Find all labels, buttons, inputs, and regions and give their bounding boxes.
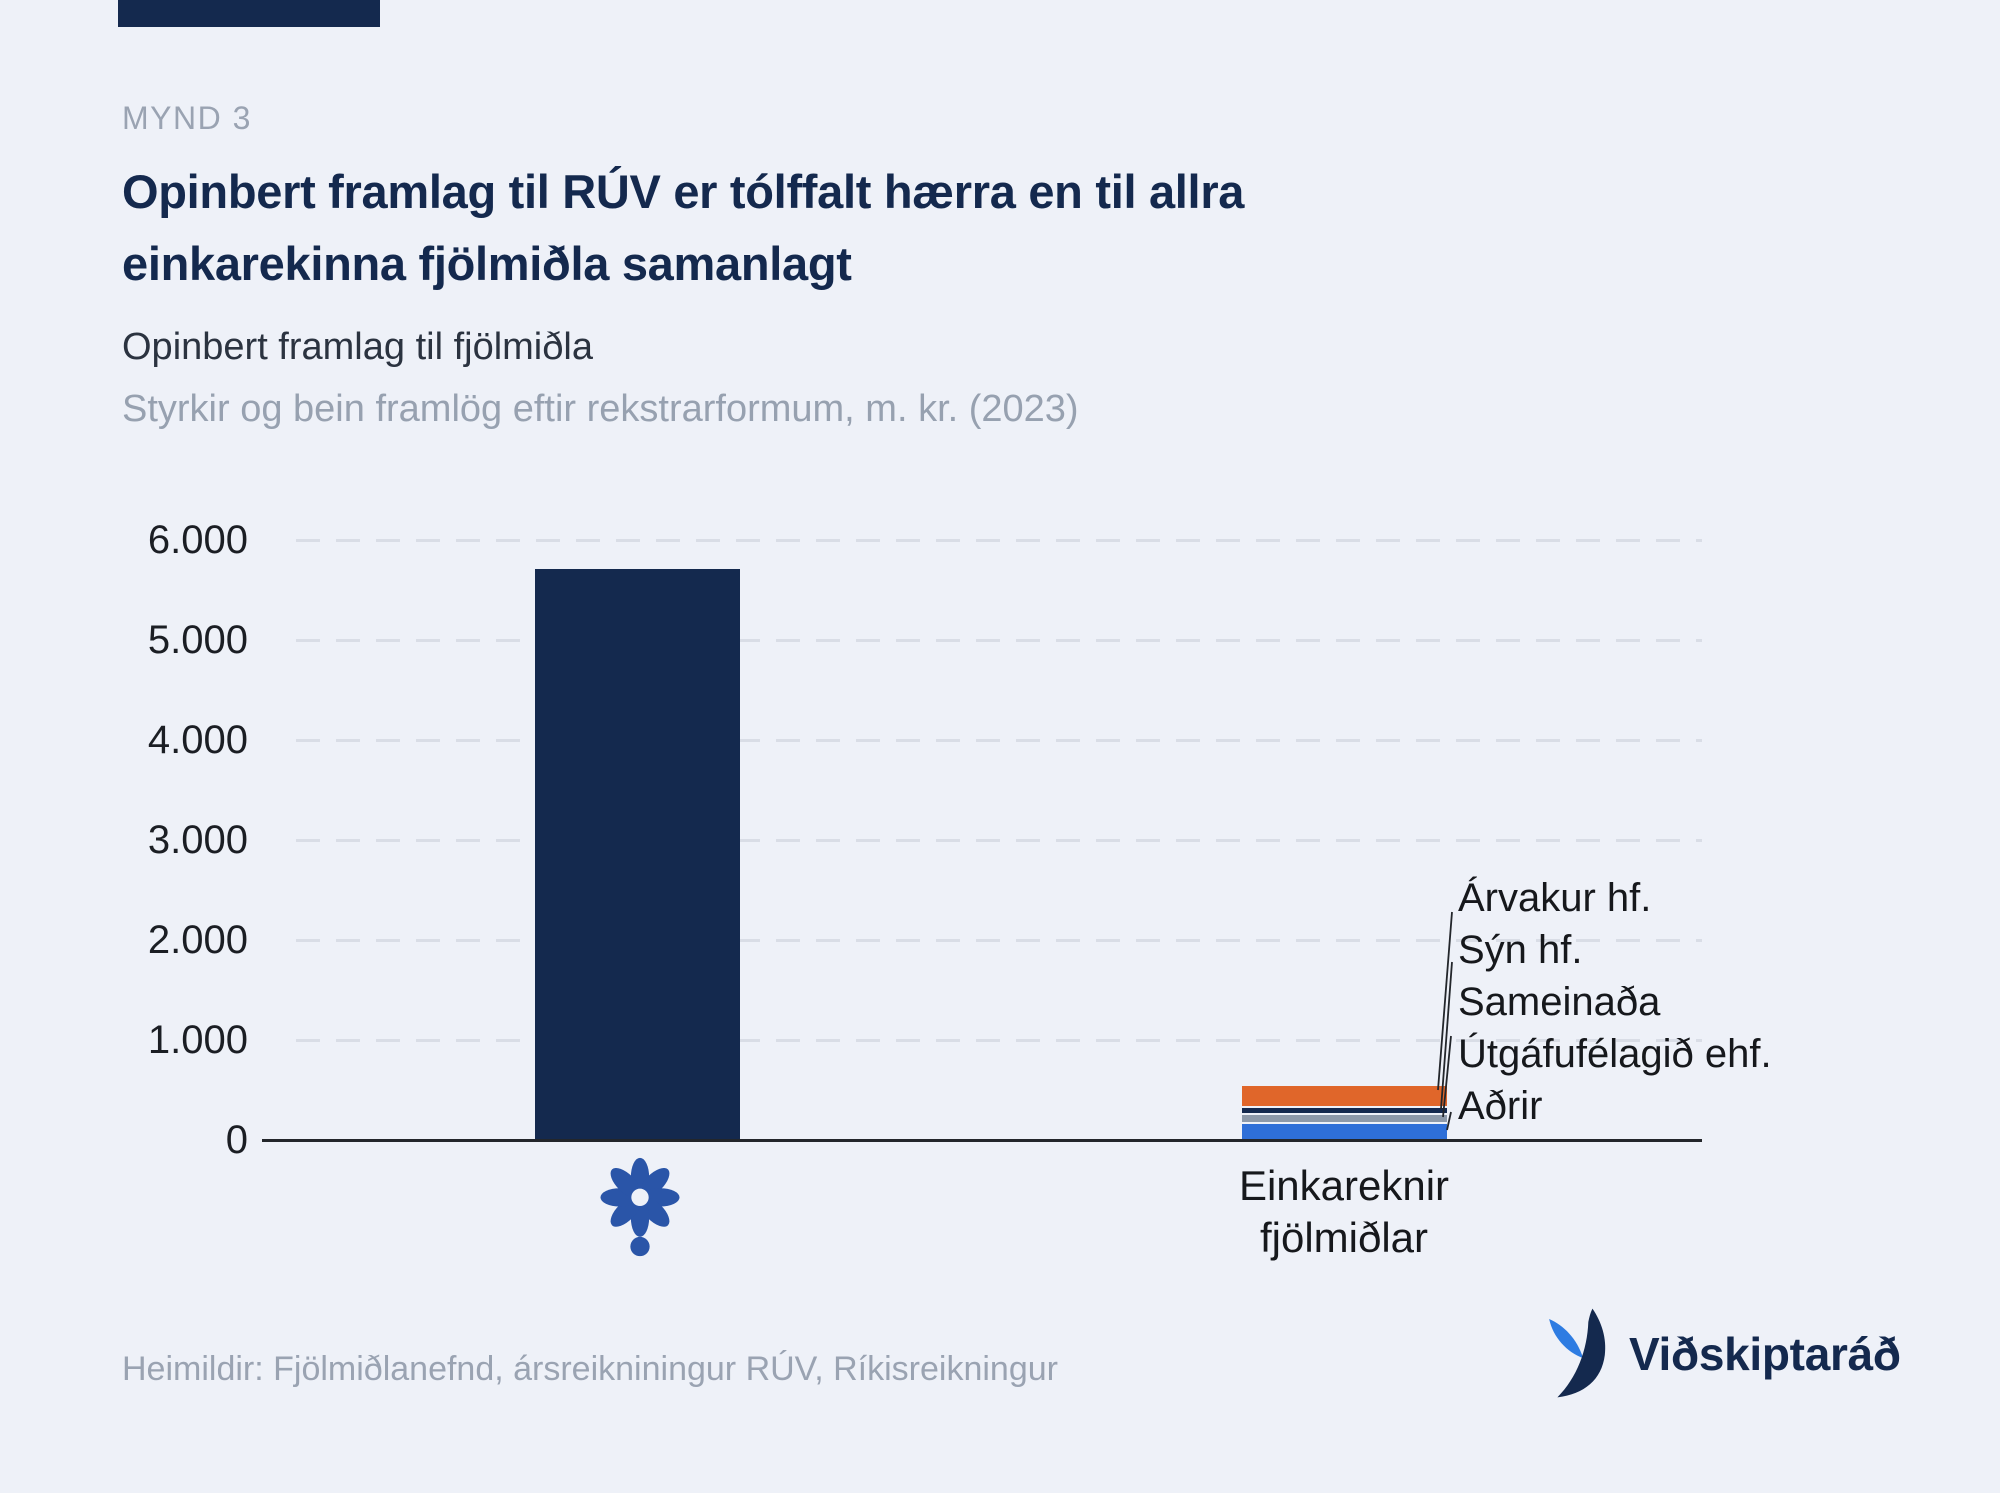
y-tick-label: 1.000 [147,1018,248,1062]
chart-subtitle-note: Styrkir og bein framlög eftir rekstrarfo… [122,388,1079,430]
annotation-labels: Árvakur hf. Sýn hf. Sameinaða Útgáfufélagið… [1458,872,1772,1132]
x-axis-line [262,1139,1702,1142]
bar-segment [1242,1115,1447,1122]
brand-lockup: Viðskiptaráð [1545,1308,1901,1400]
y-tick-label: 4.000 [147,718,248,762]
figure-label: MYND 3 [122,100,252,136]
bar-segment [1242,1085,1447,1106]
figure-title: Opinbert framlag til RÚV er tólffalt hær… [122,156,1244,300]
figure-title-line1: Opinbert framlag til RÚV er tólffalt hær… [122,165,1245,218]
gridline-6.000 [296,539,1702,542]
gridline-2.000 [296,939,1702,942]
y-tick-label: 3.000 [147,818,248,862]
bar-ruv [535,569,740,1139]
annotation-label: Sameinaða [1458,980,1661,1024]
annotation-label: Árvakur hf. [1458,876,1652,920]
bar-segment [1242,1107,1447,1113]
source-note: Heimildir: Fjölmiðlanefnd, ársreiknining… [122,1350,1058,1388]
brand-name: Viðskiptaráð [1629,1328,1901,1380]
gridline-5.000 [296,639,1702,642]
plot-area: 6.000 5.000 4.000 3.000 2.000 1.000 0 [0,500,2000,1290]
brand-accent-bar [118,0,380,27]
gridline-4.000 [296,739,1702,742]
y-tick-label: 5.000 [147,618,248,662]
y-tick-label: 2.000 [147,918,248,962]
x-label-private: Einkareknir fjölmiðlar [1238,1162,1450,1261]
y-tick-label: 0 [225,1118,248,1162]
chart-subtitle: Opinbert framlag til fjölmiðla [122,326,593,368]
bar-einkareknir-fjolmidlar [1242,1085,1447,1139]
annotation-label: Sýn hf. [1458,928,1583,972]
annotation-label: Útgáfufélagið ehf. [1458,1032,1772,1076]
gridline-1.000 [296,1039,1702,1042]
vidskiptarad-logo-icon [1549,1308,1606,1398]
gridline-3.000 [296,839,1702,842]
annotation-label: Aðrir [1458,1084,1543,1128]
figure-title-line2: einkarekinna fjölmiðla samanlagt [122,237,852,290]
bar-segment [1242,1124,1447,1139]
bar-chart: 6.000 5.000 4.000 3.000 2.000 1.000 0 Árvakur … [0,500,2000,1290]
bar-segment [535,569,740,1139]
ruv-logo-icon [588,1153,692,1261]
y-tick-label: 6.000 [147,518,248,562]
